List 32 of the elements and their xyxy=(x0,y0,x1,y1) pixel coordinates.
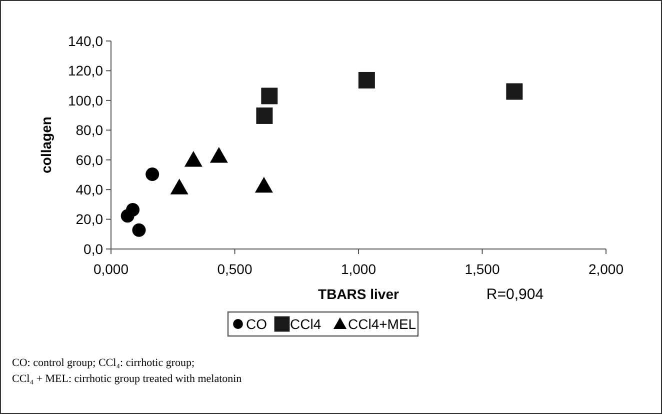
y-tick-label: 140,0 xyxy=(68,32,104,49)
x-tick-label: 1,000 xyxy=(340,261,376,277)
text: R=0,904 xyxy=(486,286,544,303)
point xyxy=(126,203,140,217)
y-axis-title: collagen xyxy=(38,116,54,174)
x-tick-label: 2,000 xyxy=(588,261,624,277)
point xyxy=(254,176,273,193)
text: CO: control group; CCl₄: cirrhotic group; xyxy=(12,357,195,369)
point xyxy=(132,223,146,237)
x-axis-title: TBARS liver xyxy=(318,286,400,302)
point xyxy=(146,168,160,182)
x-tick-label: 0,500 xyxy=(217,261,252,277)
y-tick-label: 20,0 xyxy=(76,211,104,228)
x-tick-label: 0,000 xyxy=(93,261,129,277)
point xyxy=(170,178,188,194)
point xyxy=(210,146,228,163)
legend-label: CO xyxy=(246,316,268,332)
legend-label: CCl4+MEL xyxy=(348,316,416,332)
point xyxy=(506,83,523,100)
y-tick-label: 120,0 xyxy=(68,62,104,79)
y-tick-label: 80,0 xyxy=(76,122,104,138)
y-tick-label: 100,0 xyxy=(68,92,104,108)
point xyxy=(358,72,375,88)
y-tick-label: 40,0 xyxy=(76,181,104,198)
point xyxy=(184,151,202,167)
point xyxy=(261,88,278,104)
legend-label: CCl4 xyxy=(290,316,322,332)
y-tick-label: 60,0 xyxy=(76,152,104,168)
text: CCl₄ + MEL: cirrhotic group treated with melatonin xyxy=(12,373,242,385)
y-tick-label: 0,0 xyxy=(84,240,104,257)
point xyxy=(256,107,273,124)
x-tick-label: 1,500 xyxy=(464,261,500,277)
